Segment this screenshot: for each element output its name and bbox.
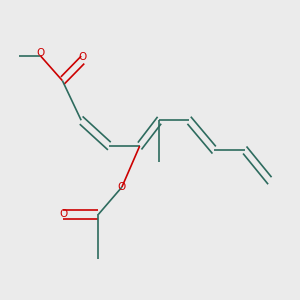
Text: O: O: [36, 48, 45, 59]
Text: O: O: [118, 182, 126, 192]
Text: O: O: [79, 52, 87, 62]
Text: O: O: [59, 209, 68, 219]
